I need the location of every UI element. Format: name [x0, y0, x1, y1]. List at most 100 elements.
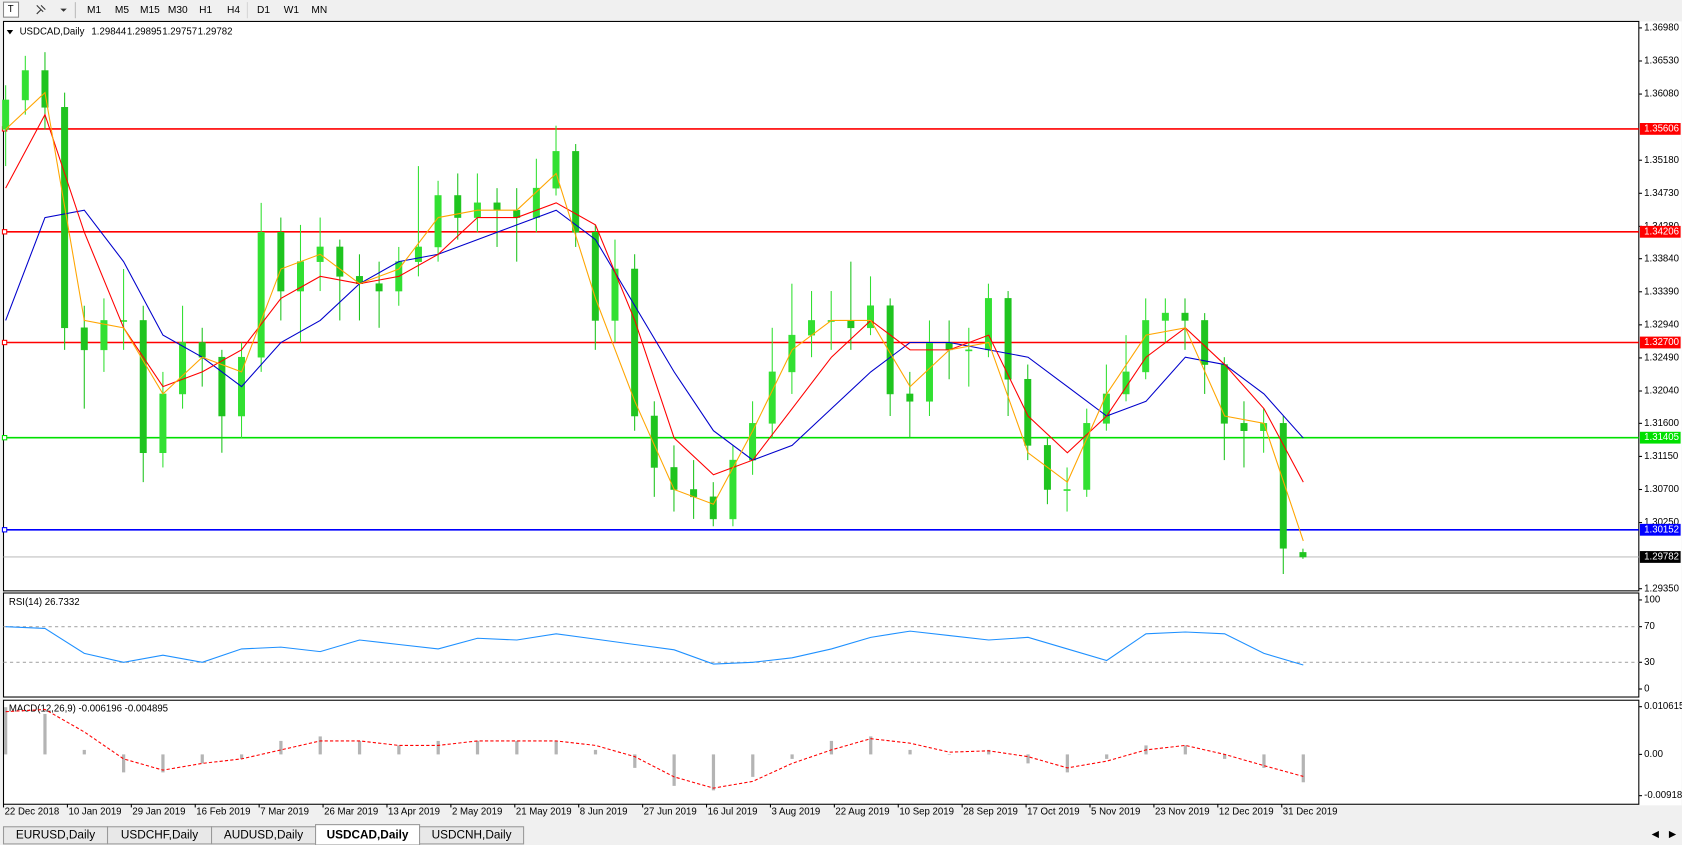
- rsi-line: [5, 626, 1304, 666]
- candle-body: [1240, 423, 1248, 431]
- candle-body: [493, 202, 501, 211]
- macd-bar: [947, 754, 952, 755]
- text-tool[interactable]: [2, 1, 20, 18]
- scroll-left[interactable]: ◀: [1652, 829, 1660, 840]
- rsi-pane: [2, 592, 1640, 698]
- candle-body: [414, 246, 422, 262]
- macd-bar: [43, 713, 47, 755]
- candle-body: [336, 246, 344, 277]
- symbol-tab-label[interactable]: EURUSD,Daily: [16, 828, 95, 841]
- timeframe-label[interactable]: W1: [284, 5, 300, 16]
- level-handle: [1, 229, 8, 235]
- x-tick-label: 26 Mar 2019: [324, 806, 378, 817]
- y-tick-label: 1.30250: [1644, 517, 1679, 528]
- candle-body: [1201, 320, 1209, 365]
- candle-body: [552, 151, 560, 189]
- y-tick-label: 0.00: [1644, 749, 1663, 760]
- level-label-box: [1639, 123, 1681, 135]
- timeframe-button[interactable]: [136, 1, 164, 20]
- candle-body: [906, 393, 914, 402]
- x-tick-label: 28 Sep 2019: [963, 806, 1018, 817]
- x-tick-label: 7 Mar 2019: [260, 806, 309, 817]
- moving-average: [5, 91, 1304, 542]
- x-tick-label: 12 Dec 2019: [1219, 806, 1274, 817]
- y-tick-label: 100: [1644, 594, 1660, 605]
- candle-body: [670, 467, 678, 490]
- symbol-tab[interactable]: [419, 826, 525, 845]
- timeframe-label[interactable]: D1: [257, 5, 270, 16]
- level-label: 1.31405: [1644, 432, 1679, 443]
- y-tick-label: 30: [1644, 657, 1655, 668]
- macd-pane: [2, 699, 1640, 805]
- shapes-tool[interactable]: [36, 4, 46, 15]
- timeframe-label[interactable]: H4: [227, 5, 240, 16]
- macd-bar: [751, 754, 755, 777]
- macd-bar: [908, 749, 912, 755]
- y-tick-label: 1.36980: [1644, 22, 1679, 33]
- timeframe-label[interactable]: M5: [115, 5, 129, 16]
- symbol-tab-label[interactable]: USDCHF,Daily: [121, 828, 198, 841]
- y-tick-label: 1.32490: [1644, 352, 1679, 363]
- indicator-title: RSI(14) 26.7332: [9, 597, 80, 608]
- candle-body: [41, 70, 49, 108]
- macd-bar: [4, 707, 8, 755]
- timeframe-label[interactable]: M30: [168, 5, 188, 16]
- y-tick-label: 0: [1644, 684, 1649, 695]
- timeframe-label[interactable]: M15: [140, 5, 160, 16]
- candle-body: [218, 356, 226, 417]
- y-tick-label: 70: [1644, 621, 1655, 632]
- symbol-tab-label[interactable]: AUDUSD,Daily: [224, 828, 303, 841]
- x-tick-label: 16 Jul 2019: [708, 806, 758, 817]
- timeframe-label[interactable]: MN: [311, 5, 327, 16]
- timeframe-button[interactable]: [278, 1, 305, 20]
- macd-bar: [593, 749, 598, 755]
- timeframe-button[interactable]: [192, 1, 220, 20]
- ohlc-value: 1.29782: [198, 27, 233, 38]
- candle-body: [1161, 312, 1169, 321]
- candle-body: [808, 320, 816, 336]
- timeframe-label[interactable]: H1: [199, 5, 212, 16]
- x-tick-label: 5 Nov 2019: [1091, 806, 1140, 817]
- candle-body: [768, 371, 776, 424]
- macd-bar: [318, 736, 322, 755]
- x-tick-label: 31 Dec 2019: [1283, 806, 1338, 817]
- level-label-box: [1639, 336, 1681, 349]
- moving-average: [5, 113, 1304, 483]
- timeframe-button[interactable]: [305, 1, 333, 20]
- candle-body: [1299, 552, 1307, 558]
- macd-bar: [161, 754, 165, 773]
- candle-body: [965, 349, 973, 352]
- ohlc-value: 1.29757: [162, 27, 197, 38]
- timeframe-label[interactable]: M1: [87, 5, 101, 16]
- timeframe-button[interactable]: [220, 1, 247, 20]
- macd-bar: [633, 754, 637, 768]
- symbol-tab-label[interactable]: USDCNH,Daily: [432, 828, 512, 841]
- macd-bar: [1301, 754, 1305, 783]
- chart-title: USDCAD,Daily: [20, 27, 85, 38]
- collapse-arrow[interactable]: [6, 30, 14, 35]
- timeframe-button[interactable]: [250, 1, 277, 20]
- macd-bar: [790, 754, 794, 759]
- symbol-tab-label[interactable]: USDCAD,Daily: [327, 828, 409, 841]
- candle-body: [80, 327, 88, 351]
- macd-bar: [987, 749, 991, 755]
- candle-body: [788, 334, 796, 373]
- dropdown-arrow[interactable]: [60, 8, 67, 12]
- y-tick-label: 1.34730: [1644, 188, 1679, 199]
- timeframe-button[interactable]: [108, 1, 136, 20]
- candle-body: [1142, 320, 1150, 373]
- level-label: 1.30152: [1644, 524, 1679, 535]
- candle-body: [100, 320, 108, 351]
- x-tick-label: 17 Oct 2019: [1027, 806, 1080, 817]
- scroll-right[interactable]: ▶: [1669, 829, 1677, 840]
- candle-body: [159, 393, 167, 454]
- macd-bar: [279, 740, 283, 755]
- level-label: 1.35606: [1644, 123, 1679, 134]
- level-handle: [1, 435, 8, 441]
- timeframe-button[interactable]: [80, 1, 108, 20]
- macd-bar: [1065, 754, 1069, 773]
- macd-bar: [829, 740, 834, 755]
- candle-body: [21, 70, 29, 101]
- timeframe-button[interactable]: [164, 1, 192, 20]
